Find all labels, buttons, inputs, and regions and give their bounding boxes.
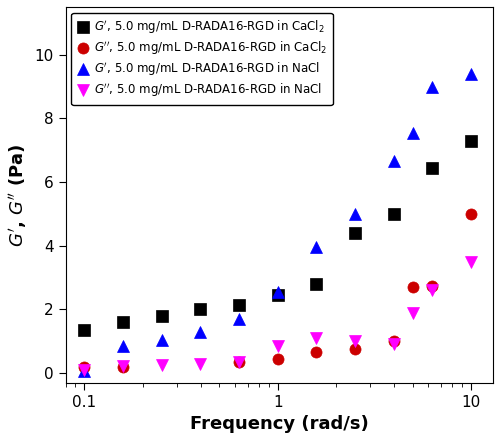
Line: $\mathit{G}''$, 5.0 mg/mL D-RADA16-RGD in NaCl: $\mathit{G}''$, 5.0 mg/mL D-RADA16-RGD i… bbox=[78, 256, 476, 375]
$\mathit{G}''$, 5.0 mg/mL D-RADA16-RGD in CaCl$_2$ bbox=[274, 356, 280, 361]
$\mathit{G}'$, 5.0 mg/mL D-RADA16-RGD in NaCl bbox=[82, 368, 87, 373]
$\mathit{G}'$, 5.0 mg/mL D-RADA16-RGD in NaCl bbox=[410, 130, 416, 136]
$\mathit{G}''$, 5.0 mg/mL D-RADA16-RGD in NaCl bbox=[158, 363, 164, 368]
$\mathit{G}''$, 5.0 mg/mL D-RADA16-RGD in NaCl bbox=[430, 288, 436, 293]
$\mathit{G}''$, 5.0 mg/mL D-RADA16-RGD in NaCl bbox=[410, 310, 416, 315]
$\mathit{G}''$, 5.0 mg/mL D-RADA16-RGD in NaCl bbox=[236, 359, 242, 365]
Legend: $\mathit{G}'$, 5.0 mg/mL D-RADA16-RGD in CaCl$_2$, $\mathit{G}''$, 5.0 mg/mL D-R: $\mathit{G}'$, 5.0 mg/mL D-RADA16-RGD in… bbox=[72, 13, 333, 105]
$\mathit{G}''$, 5.0 mg/mL D-RADA16-RGD in CaCl$_2$ bbox=[352, 347, 358, 352]
$\mathit{G}''$, 5.0 mg/mL D-RADA16-RGD in NaCl bbox=[468, 259, 474, 264]
$\mathit{G}'$, 5.0 mg/mL D-RADA16-RGD in CaCl$_2$ bbox=[236, 302, 242, 307]
$\mathit{G}''$, 5.0 mg/mL D-RADA16-RGD in CaCl$_2$ bbox=[314, 350, 320, 355]
$\mathit{G}'$, 5.0 mg/mL D-RADA16-RGD in NaCl bbox=[198, 329, 203, 334]
$\mathit{G}''$, 5.0 mg/mL D-RADA16-RGD in CaCl$_2$ bbox=[236, 359, 242, 365]
$\mathit{G}'$, 5.0 mg/mL D-RADA16-RGD in NaCl bbox=[352, 211, 358, 216]
$\mathit{G}'$, 5.0 mg/mL D-RADA16-RGD in CaCl$_2$ bbox=[198, 307, 203, 312]
$\mathit{G}'$, 5.0 mg/mL D-RADA16-RGD in NaCl bbox=[120, 344, 126, 349]
$\mathit{G}''$, 5.0 mg/mL D-RADA16-RGD in CaCl$_2$ bbox=[468, 211, 474, 216]
$\mathit{G}''$, 5.0 mg/mL D-RADA16-RGD in NaCl bbox=[120, 363, 126, 369]
$\mathit{G}''$, 5.0 mg/mL D-RADA16-RGD in CaCl$_2$ bbox=[120, 364, 126, 370]
Line: $\mathit{G}''$, 5.0 mg/mL D-RADA16-RGD in CaCl$_2$: $\mathit{G}''$, 5.0 mg/mL D-RADA16-RGD i… bbox=[78, 209, 476, 372]
$\mathit{G}''$, 5.0 mg/mL D-RADA16-RGD in CaCl$_2$ bbox=[390, 339, 396, 344]
Line: $\mathit{G}'$, 5.0 mg/mL D-RADA16-RGD in NaCl: $\mathit{G}'$, 5.0 mg/mL D-RADA16-RGD in… bbox=[78, 68, 476, 376]
$\mathit{G}'$, 5.0 mg/mL D-RADA16-RGD in NaCl bbox=[430, 84, 436, 89]
$\mathit{G}'$, 5.0 mg/mL D-RADA16-RGD in CaCl$_2$ bbox=[158, 313, 164, 319]
Y-axis label: $\mathit{G}'$, $\mathit{G}''$ (Pa): $\mathit{G}'$, $\mathit{G}''$ (Pa) bbox=[7, 143, 29, 246]
$\mathit{G}''$, 5.0 mg/mL D-RADA16-RGD in NaCl bbox=[314, 335, 320, 341]
$\mathit{G}'$, 5.0 mg/mL D-RADA16-RGD in NaCl bbox=[390, 159, 396, 164]
$\mathit{G}'$, 5.0 mg/mL D-RADA16-RGD in NaCl bbox=[236, 316, 242, 322]
$\mathit{G}''$, 5.0 mg/mL D-RADA16-RGD in NaCl bbox=[352, 339, 358, 344]
$\mathit{G}'$, 5.0 mg/mL D-RADA16-RGD in CaCl$_2$ bbox=[314, 281, 320, 286]
$\mathit{G}'$, 5.0 mg/mL D-RADA16-RGD in CaCl$_2$ bbox=[352, 231, 358, 236]
$\mathit{G}'$, 5.0 mg/mL D-RADA16-RGD in CaCl$_2$ bbox=[430, 165, 436, 170]
$\mathit{G}''$, 5.0 mg/mL D-RADA16-RGD in CaCl$_2$ bbox=[82, 364, 87, 370]
$\mathit{G}''$, 5.0 mg/mL D-RADA16-RGD in NaCl bbox=[390, 342, 396, 347]
$\mathit{G}'$, 5.0 mg/mL D-RADA16-RGD in NaCl bbox=[274, 290, 280, 295]
$\mathit{G}'$, 5.0 mg/mL D-RADA16-RGD in CaCl$_2$ bbox=[120, 319, 126, 325]
$\mathit{G}''$, 5.0 mg/mL D-RADA16-RGD in NaCl bbox=[198, 361, 203, 366]
Line: $\mathit{G}'$, 5.0 mg/mL D-RADA16-RGD in CaCl$_2$: $\mathit{G}'$, 5.0 mg/mL D-RADA16-RGD in… bbox=[78, 135, 476, 336]
$\mathit{G}'$, 5.0 mg/mL D-RADA16-RGD in NaCl bbox=[314, 245, 320, 250]
$\mathit{G}''$, 5.0 mg/mL D-RADA16-RGD in NaCl bbox=[82, 367, 87, 373]
$\mathit{G}'$, 5.0 mg/mL D-RADA16-RGD in NaCl bbox=[158, 337, 164, 342]
$\mathit{G}'$, 5.0 mg/mL D-RADA16-RGD in NaCl bbox=[468, 71, 474, 77]
$\mathit{G}'$, 5.0 mg/mL D-RADA16-RGD in CaCl$_2$ bbox=[468, 138, 474, 143]
$\mathit{G}'$, 5.0 mg/mL D-RADA16-RGD in CaCl$_2$ bbox=[274, 293, 280, 298]
$\mathit{G}'$, 5.0 mg/mL D-RADA16-RGD in CaCl$_2$ bbox=[82, 327, 87, 333]
$\mathit{G}'$, 5.0 mg/mL D-RADA16-RGD in CaCl$_2$ bbox=[390, 211, 396, 216]
$\mathit{G}''$, 5.0 mg/mL D-RADA16-RGD in NaCl bbox=[274, 344, 280, 349]
X-axis label: Frequency (rad/s): Frequency (rad/s) bbox=[190, 415, 368, 433]
$\mathit{G}''$, 5.0 mg/mL D-RADA16-RGD in CaCl$_2$ bbox=[430, 283, 436, 288]
$\mathit{G}''$, 5.0 mg/mL D-RADA16-RGD in CaCl$_2$ bbox=[410, 285, 416, 290]
